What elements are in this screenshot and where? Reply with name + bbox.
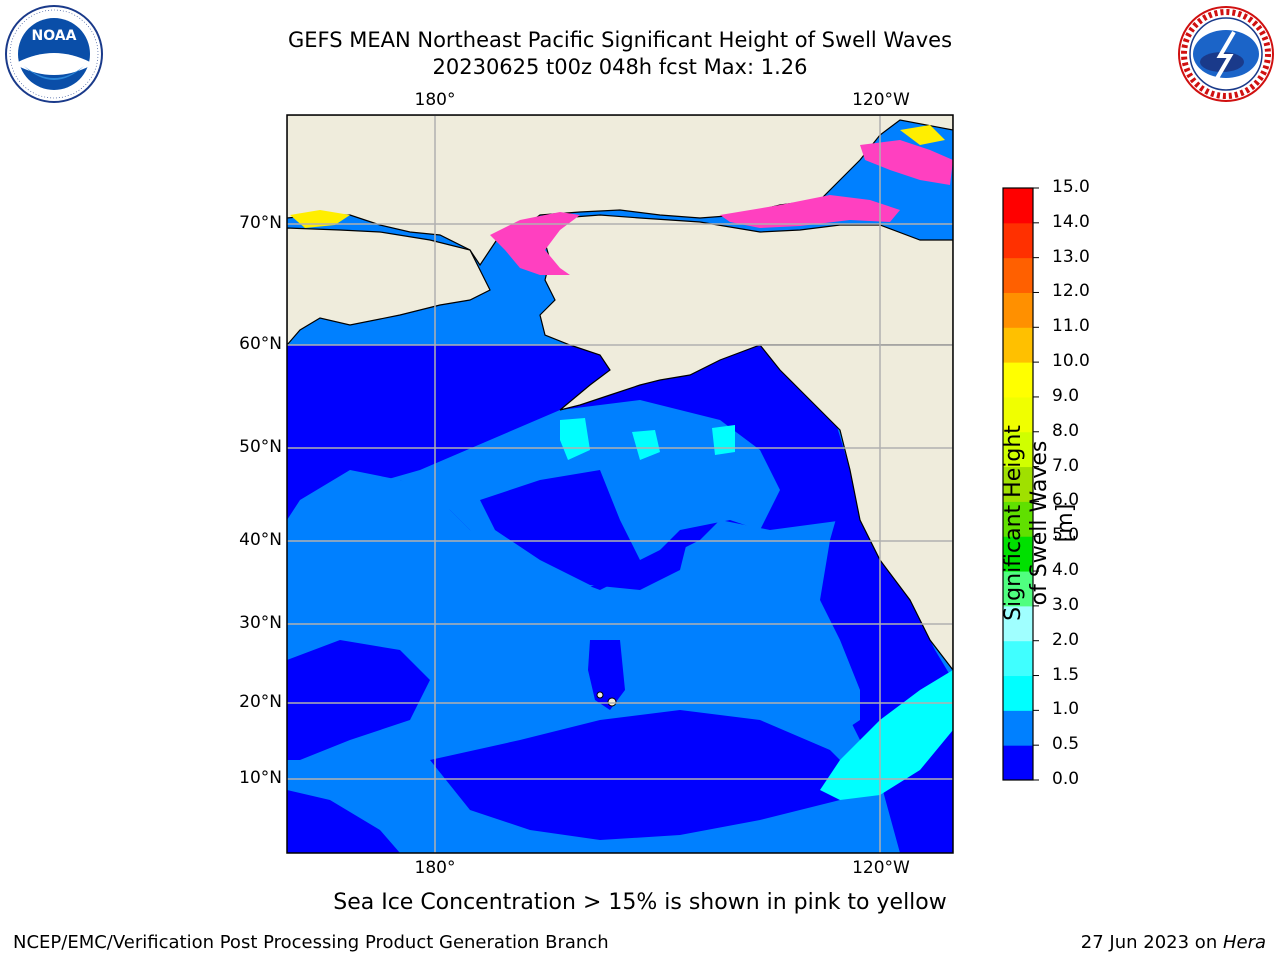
lon-label-bottom-180: 180° <box>414 858 456 878</box>
colorbar-segment <box>1003 466 1033 502</box>
colorbar-tick-label: 6.0 <box>1052 490 1080 511</box>
colorbar-segment <box>1003 396 1033 433</box>
lon-label-bottom-120w: 120°W <box>852 858 910 878</box>
colorbar-segment <box>1003 222 1033 259</box>
colorbar-tick-label: 1.0 <box>1052 699 1080 720</box>
swell-patch-cyan-1 <box>560 418 590 460</box>
colorbar-segment <box>1003 605 1033 642</box>
colorbar-tick-label: 9.0 <box>1052 385 1080 406</box>
colorbar-tick-label: 10.0 <box>1052 351 1090 372</box>
sea-ice-beaufort <box>720 195 900 228</box>
swell-band-mid-east <box>790 600 860 740</box>
colorbar-tick-label: 8.0 <box>1052 420 1080 441</box>
footer-machine: Hera <box>1222 932 1266 953</box>
colorbar-tick-label: 15.0 <box>1052 177 1090 197</box>
colorbar-tick-label: 2.0 <box>1052 629 1080 650</box>
land-hawaii <box>596 691 604 699</box>
footer-date: 27 Jun 2023 on Hera <box>1081 932 1266 953</box>
lat-label-60n: 60°N <box>239 334 282 354</box>
swell-patch-cyan-3 <box>712 425 735 455</box>
colorbar-tick-label: 4.0 <box>1052 560 1080 581</box>
swell-band-low-central <box>480 470 690 590</box>
footer-date-text: 27 Jun 2023 on <box>1080 932 1223 953</box>
colorbar-tick-label: 3.0 <box>1052 594 1080 615</box>
land-chukotka <box>287 227 491 346</box>
colorbar-segment <box>1003 675 1033 711</box>
lat-label-70n: 70°N <box>239 213 282 233</box>
lat-label-50n: 50°N <box>239 437 282 457</box>
colorbar-frame <box>1002 187 1034 781</box>
chart-subtitle: 20230625 t00z 048h fcst Max: 1.26 <box>432 55 808 79</box>
colorbar-segment <box>1003 640 1033 677</box>
land-hawaii-big <box>607 697 617 707</box>
colorbar-segment <box>1003 745 1033 781</box>
colorbar-tick-label: 12.0 <box>1052 281 1090 302</box>
noaa-logo: NOAA <box>5 5 103 103</box>
swell-patch-cyan-2 <box>632 430 660 460</box>
colorbar-segment <box>1003 188 1033 224</box>
svg-text:NOAA: NOAA <box>32 28 77 44</box>
colorbar-tick-label: 13.0 <box>1052 246 1090 267</box>
chart-title: GEFS MEAN Northeast Pacific Significant … <box>287 28 953 52</box>
sea-ice-chukchi <box>490 212 580 275</box>
colorbar-segment <box>1003 536 1033 572</box>
land-siberia <box>287 115 953 267</box>
footer-credit: NCEP/EMC/Verification Post Processing Pr… <box>13 932 609 953</box>
colorbar-tick-label: 0.5 <box>1052 734 1080 755</box>
lon-label-top-180: 180° <box>414 90 456 110</box>
colorbar-segment <box>1003 571 1033 607</box>
swell-band-low-south <box>430 710 860 840</box>
lat-label-40n: 40°N <box>239 530 282 550</box>
colorbar-tick-label: 7.0 <box>1052 455 1080 476</box>
colorbar-tick-label: 5.0 <box>1052 525 1080 546</box>
colorbar-tick-label: 1.5 <box>1052 664 1080 685</box>
nws-logo <box>1178 6 1274 102</box>
colorbar-tick-label: 14.0 <box>1052 211 1090 232</box>
lat-label-30n: 30°N <box>239 613 282 633</box>
colorbar-segment <box>1003 431 1033 468</box>
lon-label-top-120w: 120°W <box>852 90 910 110</box>
lat-label-20n: 20°N <box>239 692 282 712</box>
land-canada <box>758 344 953 671</box>
swell-band-low-west <box>287 640 430 760</box>
colorbar-tick-label: 0.0 <box>1052 769 1080 789</box>
sea-ice-caption: Sea Ice Concentration > 15% is shown in … <box>333 890 947 915</box>
colorbar <box>1003 187 1039 781</box>
colorbar-segment <box>1003 292 1033 328</box>
colorbar-segment <box>1003 257 1033 293</box>
colorbar-segment <box>1003 710 1033 746</box>
land-alaska <box>539 214 953 411</box>
colorbar-title: Significant Height of Swell Waves [m] <box>1001 425 1078 621</box>
swell-band-low-sw <box>287 790 400 853</box>
sea-ice-arctic-ne <box>860 140 953 185</box>
colorbar-segment <box>1003 501 1033 537</box>
graticule <box>287 115 953 853</box>
colorbar-segment <box>1003 327 1033 363</box>
colorbar-segment <box>1003 362 1033 398</box>
map-content <box>287 115 953 853</box>
swell-band-low-hawaii <box>588 640 625 710</box>
map-frame <box>286 114 954 854</box>
lat-label-10n: 10°N <box>239 768 282 788</box>
sea-ice-yellow-ne <box>900 125 945 145</box>
colorbar-tick-label: 11.0 <box>1052 316 1090 337</box>
